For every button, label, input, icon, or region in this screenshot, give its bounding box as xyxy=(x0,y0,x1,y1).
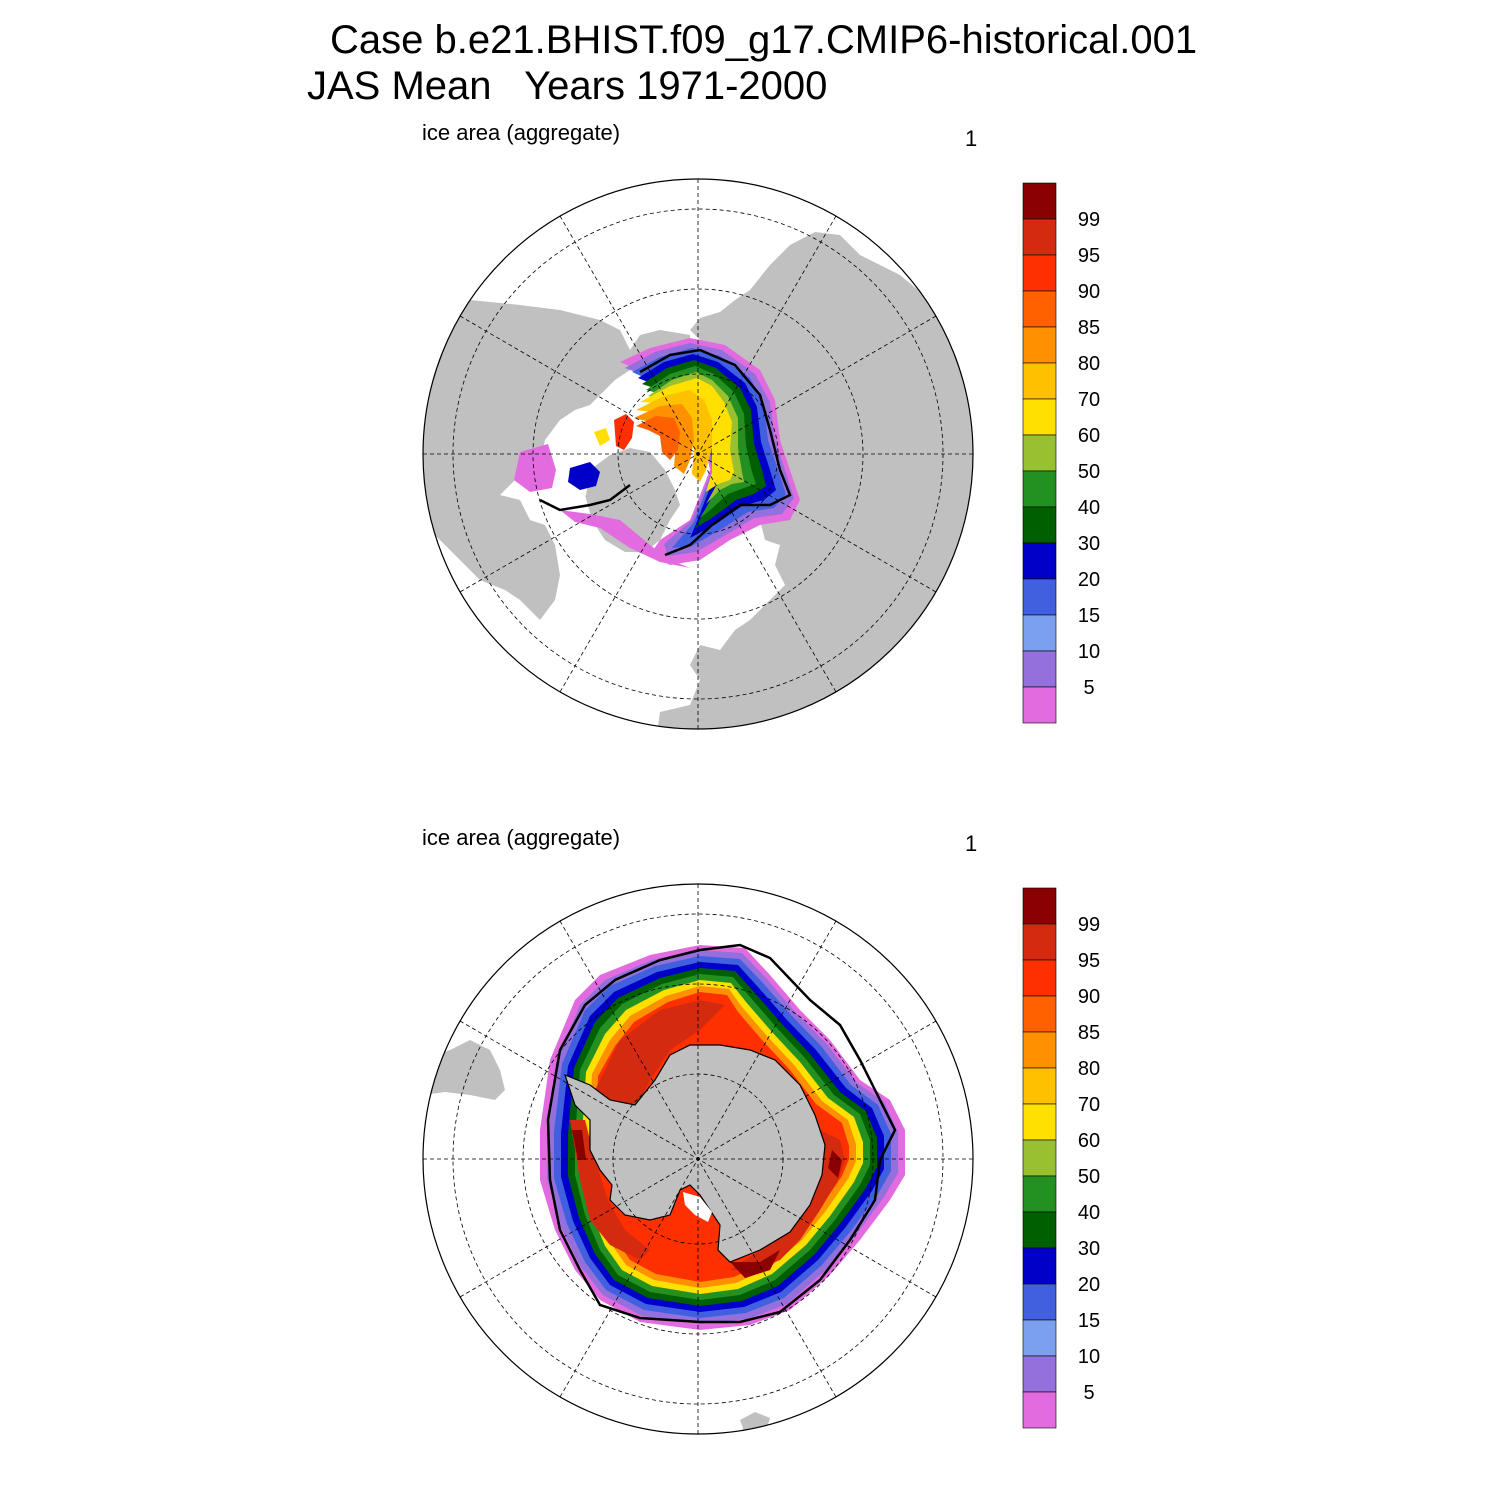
south-colorbar-tick-label: 30 xyxy=(1078,1238,1100,1260)
south-colorbar-tick-label: 60 xyxy=(1078,1130,1100,1152)
north-colorbar-box xyxy=(1022,290,1057,328)
south-colorbar-box xyxy=(1022,1391,1057,1429)
north-colorbar-box xyxy=(1022,254,1057,292)
north-colorbar-box xyxy=(1022,326,1057,364)
south-colorbar: 99 95 90 85 80 70 60 50 40 30 20 15 10 5 xyxy=(1022,887,1100,1429)
south-colorbar-tick-label: 50 xyxy=(1078,1166,1100,1188)
arctic-graticule xyxy=(423,179,973,729)
arctic-map xyxy=(423,179,973,729)
south-colorbar-box xyxy=(1022,1175,1057,1213)
antarctic-map-border xyxy=(422,883,974,1435)
south-colorbar-tick-label: 10 xyxy=(1078,1346,1100,1368)
south-colorbar-tick-label: 85 xyxy=(1078,1022,1100,1044)
north-colorbar-tick-label: 99 xyxy=(1078,209,1100,231)
north-colorbar-box xyxy=(1022,470,1057,508)
south-colorbar-box xyxy=(1022,887,1057,925)
north-colorbar-tick-label: 95 xyxy=(1078,245,1100,267)
north-colorbar-tick-label: 5 xyxy=(1083,677,1094,699)
south-colorbar-box xyxy=(1022,1355,1057,1393)
south-colorbar-tick-label: 95 xyxy=(1078,950,1100,972)
figure-title-case: Case b.e21.BHIST.f09_g17.CMIP6-historica… xyxy=(330,18,1198,62)
south-colorbar-box xyxy=(1022,959,1057,997)
north-colorbar-tick-label: 15 xyxy=(1078,605,1100,627)
north-colorbar-box xyxy=(1022,578,1057,616)
north-colorbar-tick-label: 70 xyxy=(1078,389,1100,411)
south-colorbar-tick-label: 90 xyxy=(1078,986,1100,1008)
north-colorbar-tick-label: 85 xyxy=(1078,317,1100,339)
north-colorbar-tick-label: 30 xyxy=(1078,533,1100,555)
antarctic-map xyxy=(423,884,973,1434)
north-colorbar-box xyxy=(1022,650,1057,688)
north-colorbar-box xyxy=(1022,506,1057,544)
south-colorbar-tick-label: 15 xyxy=(1078,1310,1100,1332)
north-colorbar-box xyxy=(1022,542,1057,580)
south-colorbar-box xyxy=(1022,923,1057,961)
south-colorbar-tick-label: 5 xyxy=(1083,1382,1094,1404)
south-colorbar-tick-label: 80 xyxy=(1078,1058,1100,1080)
north-colorbar-box xyxy=(1022,182,1057,220)
north-panel-field-label: ice area (aggregate) xyxy=(422,120,621,145)
north-colorbar-box xyxy=(1022,398,1057,436)
north-colorbar-tick-label: 50 xyxy=(1078,461,1100,483)
north-colorbar-tick-label: 40 xyxy=(1078,497,1100,519)
ross-ice-shelf xyxy=(683,1192,712,1222)
north-colorbar-tick-label: 80 xyxy=(1078,353,1100,375)
south-colorbar-box xyxy=(1022,1031,1057,1069)
south-colorbar-tick-label: 40 xyxy=(1078,1202,1100,1224)
south-colorbar-tick-label: 99 xyxy=(1078,914,1100,936)
south-colorbar-box xyxy=(1022,1319,1057,1357)
north-colorbar-tick-label: 60 xyxy=(1078,425,1100,447)
north-america-land xyxy=(423,300,690,620)
south-colorbar-box xyxy=(1022,995,1057,1033)
north-colorbar-box xyxy=(1022,614,1057,652)
north-colorbar: 99 95 90 85 80 70 60 50 40 30 20 15 10 5 xyxy=(1022,182,1100,724)
north-colorbar-tick-label: 10 xyxy=(1078,641,1100,663)
south-colorbar-box xyxy=(1022,1247,1057,1285)
south-colorbar-tick-label: 20 xyxy=(1078,1274,1100,1296)
south-colorbar-box xyxy=(1022,1067,1057,1105)
north-colorbar-tick-label: 20 xyxy=(1078,569,1100,591)
north-colorbar-box xyxy=(1022,218,1057,256)
south-colorbar-box xyxy=(1022,1103,1057,1141)
south-panel-index-label: 1 xyxy=(965,831,978,856)
arctic-map-border xyxy=(422,178,974,730)
north-colorbar-box xyxy=(1022,362,1057,400)
arctic-sea-ice xyxy=(514,338,800,568)
south-colorbar-box xyxy=(1022,1139,1057,1177)
south-colorbar-box xyxy=(1022,1211,1057,1249)
south-panel-field-label: ice area (aggregate) xyxy=(422,825,621,850)
south-colorbar-box xyxy=(1022,1283,1057,1321)
north-colorbar-box xyxy=(1022,434,1057,472)
north-colorbar-box xyxy=(1022,686,1057,724)
north-panel-index-label: 1 xyxy=(965,126,978,151)
south-colorbar-tick-label: 70 xyxy=(1078,1094,1100,1116)
antarctic-graticule xyxy=(423,884,973,1434)
north-colorbar-tick-label: 90 xyxy=(1078,281,1100,303)
figure-title-period: JAS Mean Years 1971-2000 xyxy=(307,64,828,108)
